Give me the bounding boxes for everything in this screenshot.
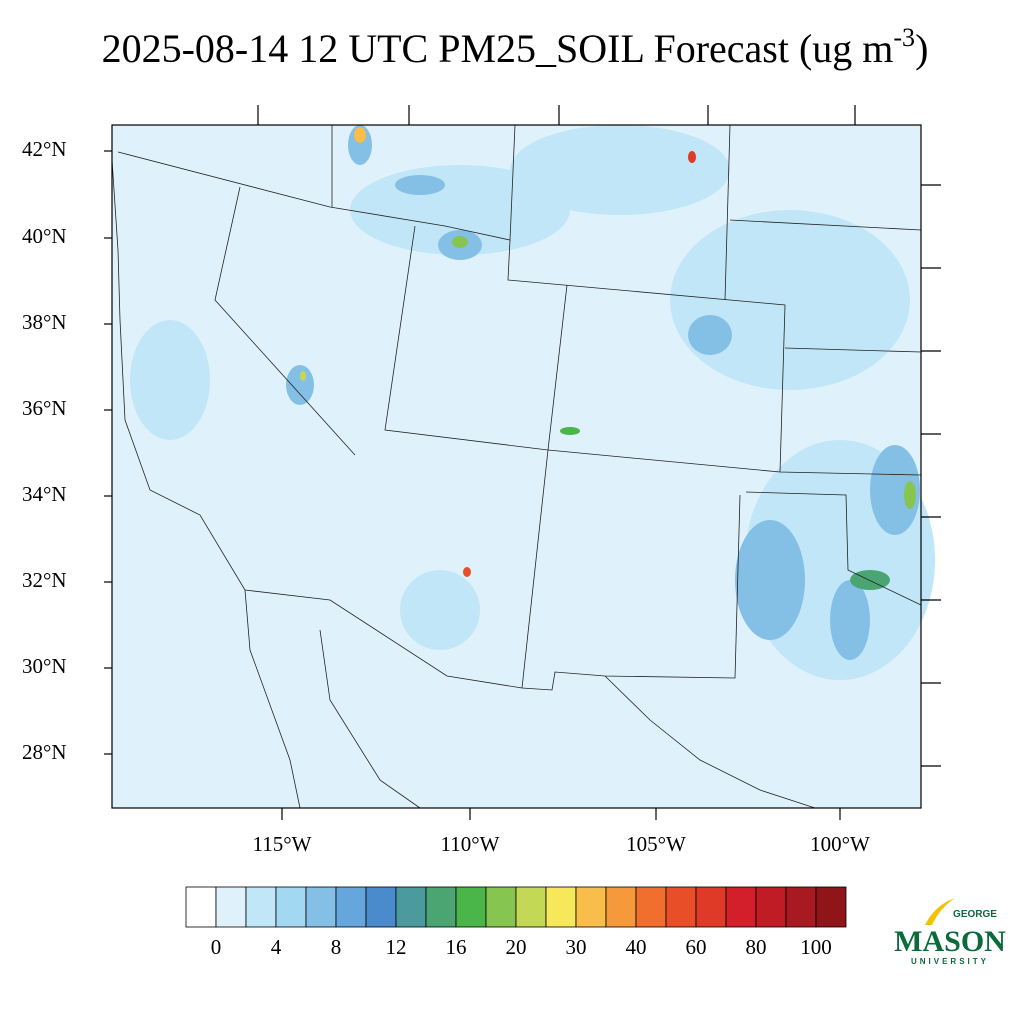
colorbar: 0 4 8 12 16 20 30 40 60 80 100	[185, 886, 847, 959]
colorbar-box	[485, 886, 517, 928]
colorbar-box	[575, 886, 607, 928]
lat-label: 38°N	[22, 310, 67, 334]
colorbar-box	[725, 886, 757, 928]
title-end: )	[915, 26, 928, 71]
colorbar-box	[695, 886, 727, 928]
logo: GEORGE MASON UNIVERSITY	[894, 898, 1006, 966]
colorbar-box	[305, 886, 337, 928]
lat-label: 30°N	[22, 654, 67, 678]
colorbar-box	[395, 886, 427, 928]
colorbar-label: 40	[626, 935, 647, 959]
colorbar-box	[425, 886, 457, 928]
colorbar-label: 30	[566, 935, 587, 959]
colorbar-label: 60	[686, 935, 707, 959]
lat-label: 32°N	[22, 568, 67, 592]
colorbar-box	[545, 886, 577, 928]
lon-label: 105°W	[626, 832, 686, 856]
colorbar-box	[365, 886, 397, 928]
title-superscript: -3	[893, 23, 915, 52]
colorbar-label: 0	[211, 935, 222, 959]
colorbar-box	[215, 886, 247, 928]
colorbar-box	[185, 886, 217, 928]
lon-label: 115°W	[253, 832, 312, 856]
lon-label: 110°W	[441, 832, 500, 856]
colorbar-box	[755, 886, 787, 928]
colorbar-label: 12	[386, 935, 407, 959]
boundaries	[111, 124, 922, 809]
colorbar-box	[605, 886, 637, 928]
colorbar-label: 20	[506, 935, 527, 959]
colorbar-label: 8	[331, 935, 342, 959]
concentration-field	[130, 125, 935, 680]
colorbar-box	[335, 886, 367, 928]
lat-labels: 42°N 40°N 38°N 36°N 34°N 32°N 30°N 28°N	[22, 137, 67, 764]
lon-label: 100°W	[810, 832, 870, 856]
colorbar-label: 100	[800, 935, 832, 959]
colorbar-box	[515, 886, 547, 928]
colorbar-box	[815, 886, 847, 928]
map: 42°N 40°N 38°N 36°N 34°N 32°N 30°N 28°N …	[22, 105, 941, 856]
title: 2025-08-14 12 UTC PM25_SOIL Forecast (ug…	[102, 23, 929, 71]
logo-top: GEORGE	[953, 909, 997, 920]
map-frame	[111, 124, 922, 809]
logo-main: MASON	[894, 925, 1006, 958]
colorbar-box	[665, 886, 697, 928]
ticks	[104, 105, 941, 820]
lat-label: 28°N	[22, 740, 67, 764]
title-main: 2025-08-14 12 UTC PM25_SOIL Forecast (ug…	[102, 26, 894, 71]
lat-label: 34°N	[22, 482, 67, 506]
colorbar-label: 4	[271, 935, 282, 959]
colorbar-label: 80	[746, 935, 767, 959]
colorbar-label: 16	[446, 935, 467, 959]
colorbar-box	[635, 886, 667, 928]
lat-label: 40°N	[22, 224, 67, 248]
lat-label: 42°N	[22, 137, 67, 161]
colorbar-box	[245, 886, 277, 928]
lat-label: 36°N	[22, 396, 67, 420]
logo-bottom: UNIVERSITY	[911, 957, 989, 966]
lon-labels: 115°W 110°W 105°W 100°W	[253, 832, 871, 856]
colorbar-box	[785, 886, 817, 928]
colorbar-box	[455, 886, 487, 928]
colorbar-box	[275, 886, 307, 928]
